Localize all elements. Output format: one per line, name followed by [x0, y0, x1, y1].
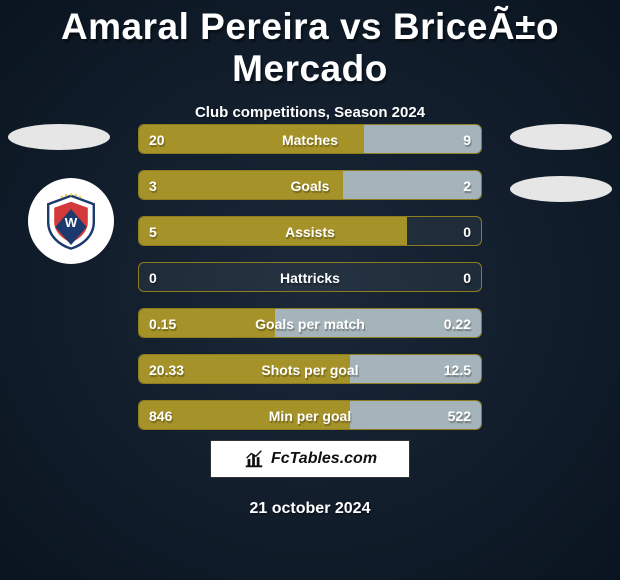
stat-label: Hattricks	[139, 263, 481, 291]
stat-value-right: 0.22	[444, 309, 471, 337]
stat-value-right: 9	[463, 125, 471, 153]
stat-value-left: 5	[149, 217, 157, 245]
stat-row: Hattricks0 0	[138, 262, 482, 292]
svg-text:W: W	[65, 215, 78, 230]
stat-value-left: 0	[149, 263, 157, 291]
bar-chart-icon	[243, 448, 265, 470]
player-left-placeholder-oval	[8, 124, 110, 150]
stat-label: Min per goal	[139, 401, 481, 429]
stat-label: Goals per match	[139, 309, 481, 337]
stat-row: Shots per goal20.33 12.5	[138, 354, 482, 384]
date-label: 21 october 2024	[0, 500, 620, 518]
stat-label: Goals	[139, 171, 481, 199]
stat-value-left: 3	[149, 171, 157, 199]
stat-row: Assists5 0	[138, 216, 482, 246]
player-left-club-crest: W	[28, 178, 114, 264]
comparison-chart: Matches209Goals32Assists50Hattricks00Goa…	[138, 124, 482, 446]
stat-value-right: 0	[463, 217, 471, 245]
stat-value-right: 2	[463, 171, 471, 199]
stat-value-left: 846	[149, 401, 172, 429]
stat-label: Matches	[139, 125, 481, 153]
branding-box: FcTables.com	[210, 440, 410, 478]
stat-row: Goals3 2	[138, 170, 482, 200]
stat-label: Shots per goal	[139, 355, 481, 383]
stat-label: Assists	[139, 217, 481, 245]
stat-row: Goals per match0.15 0.22	[138, 308, 482, 338]
player-right-placeholder-oval-2	[510, 176, 612, 202]
stat-value-right: 522	[448, 401, 471, 429]
page-title: Amaral Pereira vs BriceÃ±o Mercado	[0, 0, 620, 90]
stat-value-right: 0	[463, 263, 471, 291]
shield-icon: W	[41, 191, 101, 251]
stat-row: Matches20 9	[138, 124, 482, 154]
stat-value-left: 0.15	[149, 309, 176, 337]
stat-value-left: 20.33	[149, 355, 184, 383]
stat-row: Min per goal846 522	[138, 400, 482, 430]
subtitle: Club competitions, Season 2024	[0, 104, 620, 121]
player-right-placeholder-oval-1	[510, 124, 612, 150]
stat-value-left: 20	[149, 125, 165, 153]
stat-value-right: 12.5	[444, 355, 471, 383]
branding-label: FcTables.com	[271, 450, 377, 468]
